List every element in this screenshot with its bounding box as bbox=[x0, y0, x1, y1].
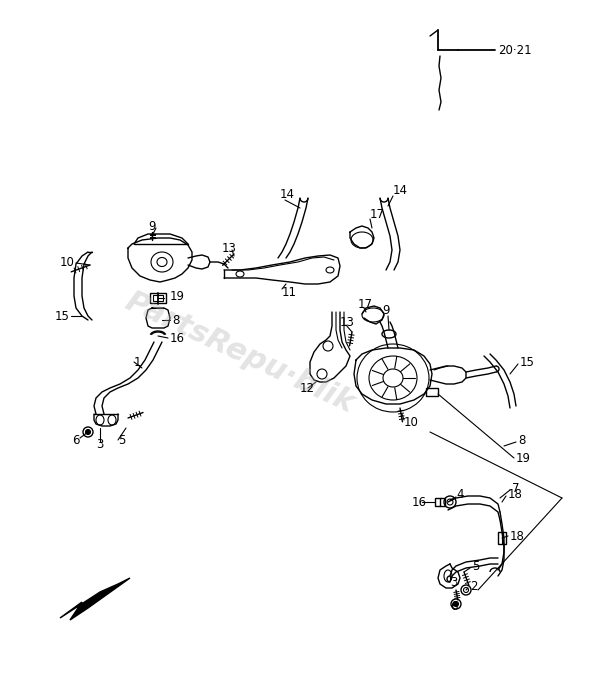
Text: 8: 8 bbox=[172, 313, 179, 327]
Text: 14: 14 bbox=[393, 184, 408, 197]
Text: 5: 5 bbox=[472, 559, 479, 572]
Text: 18: 18 bbox=[510, 530, 525, 542]
Text: 20·21: 20·21 bbox=[498, 43, 532, 56]
Text: 12: 12 bbox=[300, 382, 315, 395]
Polygon shape bbox=[60, 578, 130, 620]
Text: 10: 10 bbox=[60, 256, 75, 268]
Text: 18: 18 bbox=[508, 487, 523, 500]
Text: 3: 3 bbox=[96, 437, 103, 450]
Text: 6: 6 bbox=[72, 433, 79, 447]
Text: 19: 19 bbox=[516, 452, 531, 464]
Circle shape bbox=[86, 429, 91, 435]
Bar bbox=[426, 388, 438, 396]
Bar bbox=[150, 293, 166, 303]
Text: 9: 9 bbox=[148, 220, 155, 233]
Text: 1: 1 bbox=[134, 355, 142, 369]
Text: 13: 13 bbox=[340, 315, 355, 329]
Text: PartsRepu·blik: PartsRepu·blik bbox=[121, 287, 359, 418]
Text: 15: 15 bbox=[55, 309, 70, 323]
Text: 5: 5 bbox=[118, 433, 125, 447]
Text: 15: 15 bbox=[520, 355, 535, 369]
Text: 17: 17 bbox=[370, 209, 385, 222]
Text: 11: 11 bbox=[282, 287, 297, 300]
Text: 6: 6 bbox=[450, 599, 458, 612]
Text: 19: 19 bbox=[170, 290, 185, 302]
Bar bbox=[153, 295, 163, 301]
Text: 17: 17 bbox=[358, 298, 373, 311]
Text: 7: 7 bbox=[512, 481, 520, 494]
Text: 13: 13 bbox=[222, 241, 237, 254]
Text: 2: 2 bbox=[470, 580, 478, 593]
Text: 14: 14 bbox=[280, 188, 295, 201]
Text: 10: 10 bbox=[404, 416, 419, 428]
Bar bbox=[498, 532, 506, 544]
Bar bbox=[435, 498, 445, 506]
Text: 4: 4 bbox=[456, 487, 464, 500]
Circle shape bbox=[454, 601, 458, 607]
Text: 9: 9 bbox=[382, 304, 389, 317]
Text: 16: 16 bbox=[170, 332, 185, 344]
Text: 8: 8 bbox=[518, 433, 526, 447]
Text: 16: 16 bbox=[412, 496, 427, 508]
Text: 3: 3 bbox=[450, 576, 457, 589]
